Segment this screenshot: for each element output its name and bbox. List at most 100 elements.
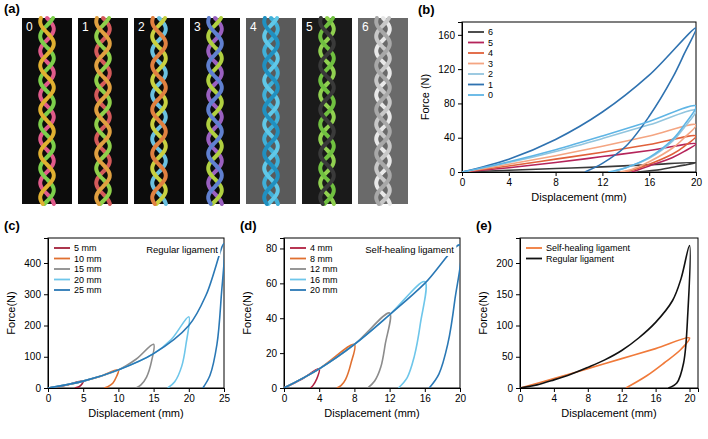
legend-label: 25 mm xyxy=(74,285,102,295)
panel-label: (b) xyxy=(418,2,435,17)
series-line xyxy=(520,338,690,388)
x-tick: 12 xyxy=(385,388,397,404)
photo: 5 xyxy=(302,18,352,204)
y-axis-title: Force (N) xyxy=(419,74,431,120)
y-tick-mark xyxy=(516,326,520,327)
x-tick-mark xyxy=(319,388,320,392)
photo: 1 xyxy=(78,18,128,204)
photo: 2 xyxy=(134,18,184,204)
x-tick-label: 16 xyxy=(651,393,663,404)
x-tick-mark xyxy=(118,388,119,392)
y-axis-title: Force(N) xyxy=(241,291,253,334)
y-tick-label: 60 xyxy=(266,278,278,289)
legend-label: 20 mm xyxy=(74,275,102,285)
legend-label: 10 mm xyxy=(74,254,102,264)
x-axis: 048121620 xyxy=(460,172,703,188)
y-tick: 60 xyxy=(266,278,284,289)
legend-label: 3 xyxy=(488,59,493,69)
y-tick-mark xyxy=(516,263,520,264)
y-tick-label: 0 xyxy=(449,167,455,178)
y-tick: 0 xyxy=(507,383,520,394)
annotation-patch xyxy=(363,243,456,256)
x-tick-mark xyxy=(354,388,355,392)
legend-label: 15 mm xyxy=(74,264,102,274)
x-tick-label: 0 xyxy=(518,393,524,404)
y-tick-label: 0 xyxy=(271,383,277,394)
y-tick: 150 xyxy=(496,289,520,300)
y-tick-label: 160 xyxy=(438,30,455,41)
x-axis: 0510152025 xyxy=(46,388,231,404)
legend-swatch xyxy=(468,52,484,54)
y-tick-mark xyxy=(280,283,284,284)
y-tick-mark xyxy=(516,357,520,358)
x-tick-label: 4 xyxy=(317,393,323,404)
x-tick-mark xyxy=(649,172,650,176)
x-tick-mark xyxy=(224,388,225,392)
x-tick: 0 xyxy=(46,388,52,404)
x-tick-label: 20 xyxy=(691,177,703,188)
x-tick-mark xyxy=(390,388,391,392)
x-tick: 8 xyxy=(352,388,358,404)
y-tick: 0 xyxy=(35,383,48,394)
x-tick-mark xyxy=(556,172,557,176)
y-tick-mark xyxy=(280,318,284,319)
y-tick: 0 xyxy=(449,167,462,178)
photo-background xyxy=(302,18,352,204)
y-tick-label: 200 xyxy=(496,258,513,269)
legend-swatch xyxy=(290,289,306,291)
legend-label: 1 xyxy=(488,80,493,90)
y-tick-mark xyxy=(516,294,520,295)
annotation: Self-healing ligament xyxy=(365,244,454,255)
photo-background xyxy=(246,18,296,204)
x-tick-label: 8 xyxy=(553,177,559,188)
x-tick: 0 xyxy=(282,388,288,404)
x-tick-label: 8 xyxy=(352,393,358,404)
legend-swatch xyxy=(468,42,484,44)
annotation-group: Regular ligament xyxy=(144,243,220,256)
legend-swatch xyxy=(526,258,542,260)
y-tick-label: 0 xyxy=(507,383,513,394)
chart-panel: 048121620050100150200Displacement (mm)Fo… xyxy=(476,218,699,419)
panel-label: (d) xyxy=(240,218,257,233)
series-line xyxy=(284,281,426,388)
y-axis: 04080120160 xyxy=(438,23,462,178)
x-tick: 4 xyxy=(552,388,558,404)
legend-label: 6 xyxy=(488,27,493,37)
series-line xyxy=(520,245,690,388)
annotation: Regular ligament xyxy=(146,244,218,255)
y-axis-title: Force(N) xyxy=(5,291,17,334)
photo-label: 4 xyxy=(250,20,257,34)
y-tick: 100 xyxy=(496,320,520,331)
photo-label: 2 xyxy=(138,20,145,34)
y-tick-mark xyxy=(44,357,48,358)
x-tick-label: 0 xyxy=(460,177,466,188)
braid-strand xyxy=(320,18,334,204)
y-axis: 0100200300400 xyxy=(24,239,48,394)
legend: 5 mm10 mm15 mm20 mm25 mm xyxy=(54,243,102,295)
y-axis-line xyxy=(44,239,49,389)
legend-swatch xyxy=(54,279,70,281)
braid-strand xyxy=(264,18,278,204)
legend-swatch xyxy=(468,31,484,33)
photo-label: 5 xyxy=(306,20,313,34)
x-tick-label: 12 xyxy=(385,393,397,404)
photo: 0 xyxy=(22,18,72,204)
y-tick-mark xyxy=(44,326,48,327)
x-tick-label: 0 xyxy=(282,393,288,404)
legend-swatch xyxy=(54,258,70,260)
y-tick-mark xyxy=(280,388,284,389)
x-tick: 20 xyxy=(455,388,467,404)
y-tick-label: 20 xyxy=(266,348,278,359)
legend-swatch xyxy=(468,73,484,75)
y-tick: 80 xyxy=(444,98,462,109)
y-tick-mark xyxy=(458,172,462,173)
x-tick-label: 20 xyxy=(184,393,196,404)
x-tick: 20 xyxy=(184,388,196,404)
x-tick-mark xyxy=(425,388,426,392)
series-line xyxy=(284,313,391,388)
figure: (a)012345604812162004080120160Displaceme… xyxy=(0,0,708,439)
braid-strand xyxy=(152,18,166,204)
y-tick-mark xyxy=(44,388,48,389)
x-tick-label: 25 xyxy=(219,393,231,404)
series-line xyxy=(48,344,154,388)
